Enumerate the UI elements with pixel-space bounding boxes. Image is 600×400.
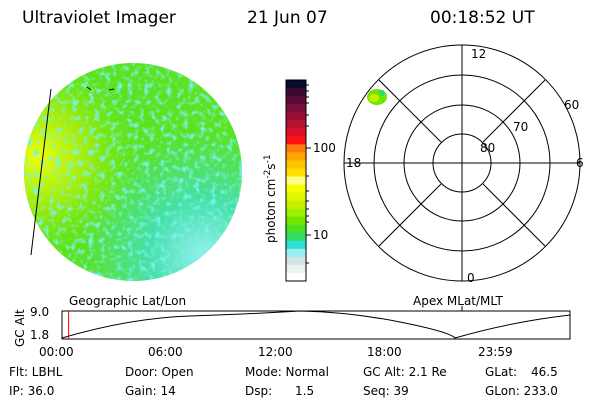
polar-label-18: 18 (346, 156, 362, 170)
ip-status: IP: 36.0 (9, 384, 55, 398)
colorbar-tick-100: 100 (313, 141, 336, 155)
time-label: 00:18:52 UT (430, 8, 535, 28)
colorbar-band (286, 104, 306, 113)
polar-ring-70: 70 (513, 120, 529, 134)
polar-label-12: 12 (471, 47, 487, 61)
colorbar-band (286, 120, 306, 129)
colorbar-band (286, 272, 306, 282)
colorbar-band (286, 144, 306, 153)
colorbar-band (286, 128, 306, 137)
polar-label-6: 6 (576, 156, 584, 170)
glat-label: GLat: (485, 365, 518, 379)
altitude-curve (61, 310, 571, 339)
colorbar-band (286, 264, 306, 274)
polar-label-0: 0 (467, 271, 475, 285)
ymin-label: 1.8 (30, 328, 50, 342)
colorbar-band (286, 232, 306, 242)
colorbar-band (286, 168, 306, 177)
glat-value: 46.5 (531, 365, 558, 379)
dsp-value: 1.5 (295, 384, 315, 398)
colorbar-band (286, 200, 306, 210)
seq-status: Seq: 39 (363, 384, 409, 398)
xtick: 00:00 (39, 345, 74, 359)
xtick: 23:59 (478, 345, 513, 359)
colorbar-band (286, 208, 306, 218)
mode-status: Mode: Normal (245, 365, 329, 379)
colorbar-band (286, 216, 306, 226)
instrument-title: Ultraviolet Imager (22, 8, 176, 28)
polar-aurora-blob (367, 89, 387, 105)
xtick: 06:00 (148, 345, 183, 359)
gain-status: Gain: 14 (125, 384, 176, 398)
door-status: Door: Open (125, 365, 194, 379)
glon-status: GLon: 233.0 (485, 384, 558, 398)
colorbar-band (286, 240, 306, 250)
colorbar-band (286, 160, 306, 169)
colorbar-band (286, 152, 306, 161)
apex-title: Apex MLat/MLT (413, 294, 503, 308)
terminator-line (30, 88, 52, 256)
polar-ring-80: 80 (480, 141, 496, 155)
filter-status: Flt: LBHL (9, 365, 63, 379)
colorbar-band (286, 136, 306, 145)
colorbar-unit-label: photon cm-2s-1 (263, 154, 278, 243)
colorbar-band (286, 88, 306, 97)
colorbar-band (286, 184, 306, 194)
colorbar-band (286, 96, 306, 105)
earth-image (24, 63, 242, 281)
polar-plot (343, 44, 581, 282)
gc-alt-status: GC Alt: 2.1 Re (363, 365, 447, 379)
gc-alt-axis-label: GC Alt (13, 309, 27, 347)
colorbar (286, 80, 306, 282)
polar-ring-60: 60 (564, 98, 580, 112)
colorbar-band (286, 256, 306, 266)
colorbar-band (286, 80, 306, 89)
xtick: 12:00 (258, 345, 293, 359)
xtick: 18:00 (367, 345, 402, 359)
altitude-plot (61, 310, 571, 340)
colorbar-band (286, 176, 306, 186)
colorbar-band (286, 224, 306, 234)
colorbar-band (286, 192, 306, 202)
ymax-label: 9.0 (30, 305, 50, 319)
date-label: 21 Jun 07 (247, 8, 328, 28)
dsp-label: Dsp: (245, 384, 273, 398)
geographic-title: Geographic Lat/Lon (69, 294, 187, 308)
colorbar-band (286, 248, 306, 258)
colorbar-band (286, 112, 306, 121)
colorbar-tick-10: 10 (313, 228, 329, 242)
